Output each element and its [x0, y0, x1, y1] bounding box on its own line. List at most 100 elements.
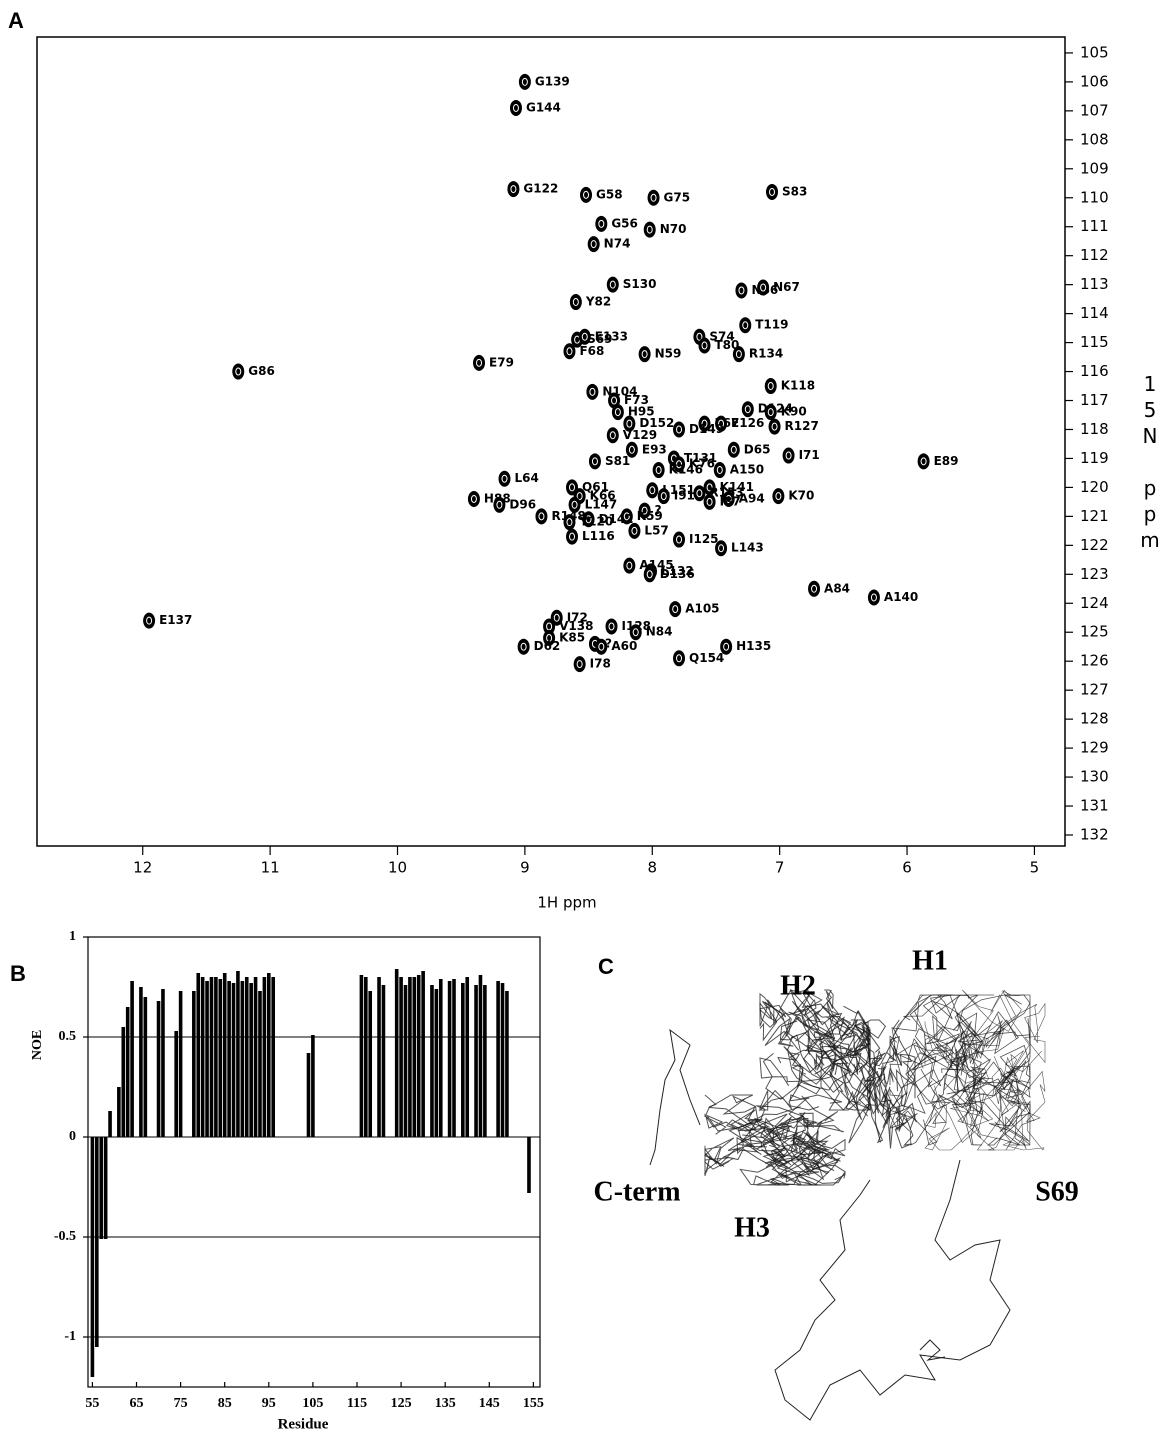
backbone	[758, 1081, 820, 1112]
helix-label: H1	[912, 945, 948, 976]
x-tick-label: 85	[218, 1396, 232, 1411]
peak-label: G144	[526, 100, 561, 114]
peak-contour	[760, 283, 767, 292]
peak	[578, 328, 591, 345]
bar	[505, 991, 509, 1137]
peak-label: L116	[582, 529, 615, 543]
y-tick-label: 0.5	[59, 1029, 77, 1044]
peak	[623, 557, 636, 574]
backbone	[889, 1035, 946, 1071]
peak-contour	[718, 544, 725, 553]
peak-contour	[744, 405, 751, 414]
y-tick-label: 0	[69, 1129, 76, 1144]
y-axis-title: NOE	[30, 1030, 45, 1060]
backbone	[845, 1030, 867, 1082]
peak-contour	[870, 593, 877, 602]
peak-contour	[571, 500, 578, 509]
peak-contour	[706, 483, 713, 492]
backbone	[649, 1028, 701, 1166]
bar	[447, 981, 452, 1137]
peak	[673, 421, 686, 438]
peak-contour	[583, 190, 590, 199]
x-tick-label: 95	[262, 1396, 276, 1411]
y-tick-label: 132	[1080, 825, 1109, 843]
peak-contour	[735, 350, 742, 359]
peak	[573, 656, 586, 673]
bar	[368, 991, 373, 1137]
peak	[543, 618, 556, 635]
backbone	[759, 999, 787, 1042]
y-tick-label: 107	[1080, 101, 1109, 119]
backbone	[782, 1094, 843, 1140]
peak	[563, 514, 576, 531]
peak	[727, 441, 740, 458]
x-axis-title: Residue	[278, 1416, 329, 1432]
peak-label: I125	[689, 532, 719, 546]
backbone	[773, 1129, 846, 1184]
bar	[125, 1007, 130, 1137]
peak-contour	[660, 492, 667, 501]
bar	[209, 977, 214, 1137]
peak-label: N59	[655, 347, 682, 361]
backbone	[779, 1020, 832, 1080]
peak-contour	[676, 425, 683, 434]
peak	[606, 427, 619, 444]
peak	[703, 479, 716, 496]
peak-label: H135	[736, 639, 771, 653]
backbone	[762, 1117, 791, 1157]
peak	[611, 404, 624, 421]
backbone	[919, 1339, 946, 1361]
y-tick-label: 123	[1080, 565, 1109, 583]
backbone	[991, 1067, 1046, 1122]
peak	[867, 589, 880, 606]
peak-label: N74	[604, 237, 631, 251]
panel-label: B	[10, 961, 26, 986]
peak-contour	[521, 77, 528, 86]
backbone	[889, 1088, 935, 1146]
x-tick-label: 11	[261, 859, 280, 877]
bar	[408, 977, 412, 1137]
peak-contour	[581, 332, 588, 341]
peak	[620, 508, 633, 525]
bar	[258, 991, 262, 1137]
peak	[673, 531, 686, 548]
peak-contour	[676, 535, 683, 544]
peak	[517, 638, 530, 655]
peak-contour	[701, 341, 708, 350]
peak-label: S81	[605, 454, 630, 468]
peak-label: N70	[660, 222, 687, 236]
peak	[757, 279, 770, 296]
peak-label: I91	[674, 489, 695, 503]
backbone	[704, 1137, 760, 1167]
peak-label: E126	[731, 416, 764, 430]
peak-contour	[718, 419, 725, 428]
bar	[381, 985, 386, 1137]
helix-label: H2	[780, 970, 816, 1001]
y-tick-label: -1	[64, 1329, 76, 1344]
peak-label: R127	[785, 419, 819, 433]
y-tick-label: 111	[1080, 217, 1109, 235]
bar	[117, 1087, 121, 1137]
peak-label: L151	[662, 483, 695, 497]
peak-contour	[646, 225, 653, 234]
peak-contour	[609, 431, 616, 440]
bar	[474, 985, 478, 1137]
peak-contour	[609, 280, 616, 289]
peak-contour	[572, 298, 579, 307]
peak	[473, 354, 486, 371]
peak-contour	[538, 512, 545, 521]
backbone	[971, 994, 1031, 1065]
peak	[518, 73, 531, 90]
peak	[657, 488, 670, 505]
y-tick-label: 115	[1080, 333, 1109, 351]
bar	[465, 977, 470, 1137]
bar	[174, 1031, 178, 1137]
peak-contour	[641, 506, 648, 515]
peak-contour	[569, 532, 576, 541]
peak-contour	[696, 332, 703, 341]
peak-label: K90	[781, 405, 807, 419]
peak-label: F73	[624, 393, 649, 407]
y-tick-label: 126	[1080, 652, 1109, 670]
peak-label: D142	[599, 512, 634, 526]
